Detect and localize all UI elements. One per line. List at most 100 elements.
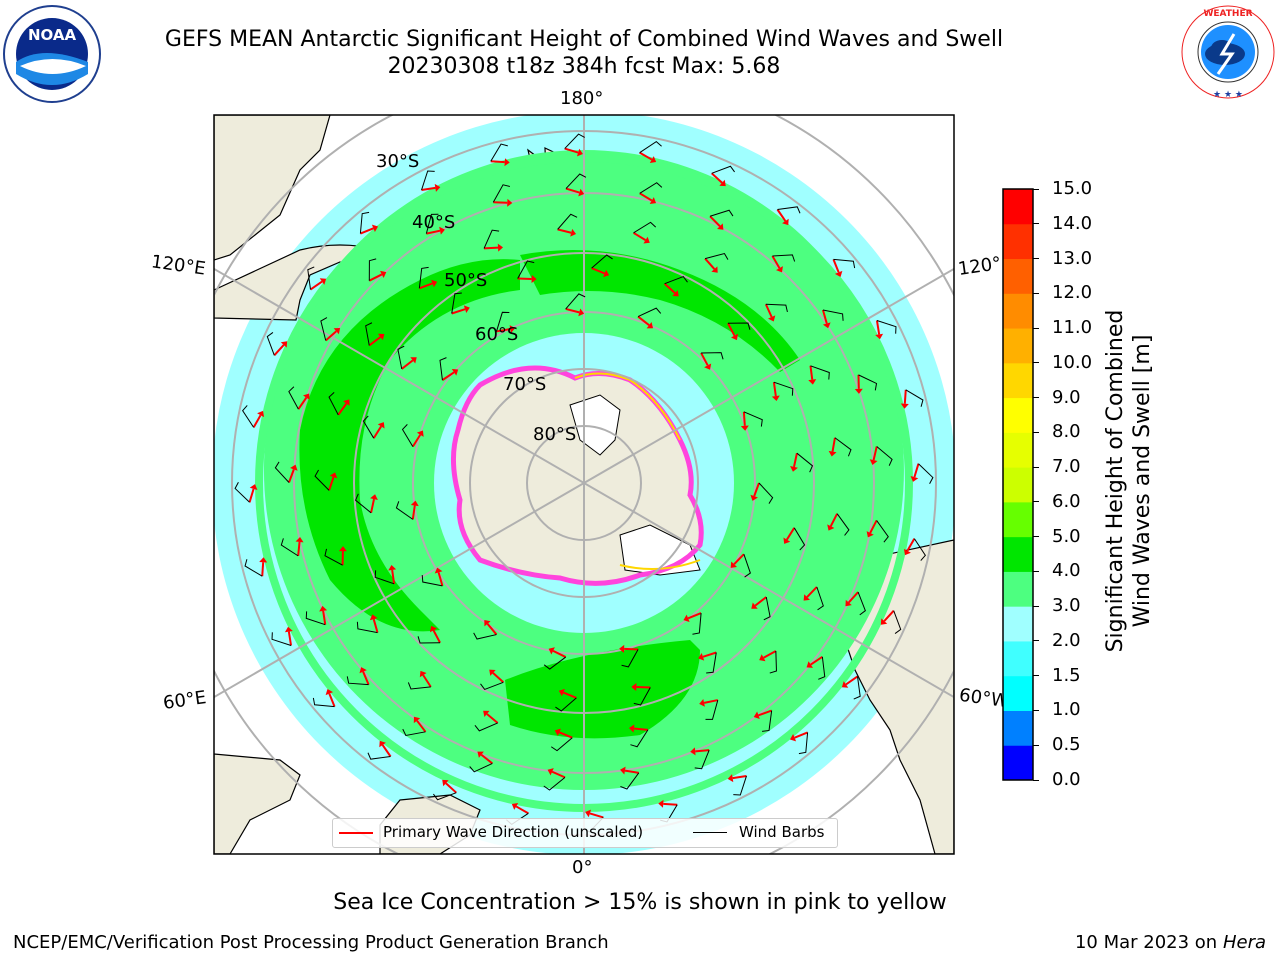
colorbar-tick-mark — [1033, 188, 1039, 190]
wave-direction-arrowhead — [451, 369, 459, 376]
wave-direction-arrowhead — [576, 148, 583, 157]
wave-direction-arrowhead — [620, 766, 626, 775]
wave-direction-arrowhead — [803, 594, 810, 601]
wave-direction-arrow — [362, 671, 370, 685]
wave-direction-arrow — [325, 330, 337, 342]
wind-barb — [816, 586, 824, 611]
wave-direction-arrow — [552, 649, 567, 658]
wind-barb — [395, 501, 414, 520]
colorbar-tick-mark — [1033, 362, 1039, 364]
wind-barb — [765, 303, 788, 313]
wave-direction-arrow — [913, 463, 920, 478]
colorbar-segment — [1003, 745, 1033, 781]
wave-direction-arrow — [636, 686, 651, 689]
wave-direction-arrow — [591, 267, 605, 275]
colorbar-tick-label: 11.0 — [1052, 317, 1093, 339]
wind-barb — [368, 258, 377, 281]
wave-direction-arrow — [633, 232, 647, 241]
wind-barb — [913, 538, 926, 561]
wave-direction-arrow — [381, 744, 392, 758]
wave-direction-arrowhead — [431, 279, 438, 288]
wave-direction-arrowhead — [834, 270, 843, 278]
wind-barb — [777, 206, 801, 214]
wave-direction-arrow — [709, 215, 721, 227]
wind-barb — [798, 732, 809, 755]
wave-direction-arrow — [411, 505, 416, 520]
wave-direction-arrowhead — [845, 599, 852, 607]
colorbar-segment — [1003, 432, 1033, 468]
wind-barb — [307, 266, 315, 290]
wave-direction-arrowhead — [603, 269, 610, 278]
wave-direction-arrow — [558, 731, 573, 739]
wave-direction-arrow — [480, 753, 493, 765]
wave-direction-arrowhead — [416, 430, 424, 437]
wave-direction-arrow — [742, 411, 746, 426]
colorbar-tick-label: 8.0 — [1052, 421, 1081, 443]
colorbar-tick-mark — [1033, 223, 1039, 225]
wave-direction-arrowhead — [822, 322, 831, 329]
wind-barb — [692, 613, 702, 635]
wave-direction-arrowhead — [711, 266, 718, 273]
wave-direction-arrowhead — [789, 733, 797, 742]
wave-direction-arrow — [776, 208, 787, 222]
wave-direction-arrowhead — [284, 626, 293, 633]
wave-direction-arrowhead — [359, 667, 367, 674]
wave-direction-arrow — [422, 674, 432, 688]
wind-barb — [305, 611, 326, 626]
wind-barb — [492, 184, 510, 203]
wave-direction-arrow — [563, 691, 577, 699]
wave-direction-arrow — [793, 452, 798, 468]
colorbar-segment — [1003, 640, 1033, 677]
wave-direction-arrow — [848, 591, 859, 604]
lat-label-80s: 80°S — [533, 424, 577, 445]
wind-barb — [743, 554, 751, 578]
wave-direction-arrow — [288, 469, 295, 483]
lon-label-180: 180° — [560, 88, 604, 109]
wave-direction-arrowhead — [776, 266, 783, 273]
wave-direction-arrowhead — [319, 278, 327, 285]
wave-direction-arrowhead — [790, 466, 798, 472]
svg-text:WEATHER: WEATHER — [1203, 9, 1252, 19]
wave-vectors — [234, 133, 934, 833]
wave-direction-arrow — [437, 572, 444, 587]
wave-direction-arrowhead — [369, 614, 378, 621]
wind-barb — [234, 482, 250, 503]
wind-barb — [762, 710, 773, 732]
wave-direction-arrowhead — [554, 728, 561, 737]
colorbar-segment — [1003, 223, 1033, 260]
wind-barb — [701, 352, 724, 360]
wave-direction-arrowhead — [489, 669, 496, 676]
wave-direction-legend-label: Primary Wave Direction (unscaled) — [383, 823, 644, 841]
wind-barb — [274, 461, 290, 483]
wind-barb — [822, 309, 844, 321]
wave-direction-arrowhead — [388, 565, 397, 571]
wave-direction-arrowhead — [442, 779, 449, 787]
wind-barb — [763, 596, 771, 621]
wave-direction-arrow — [763, 650, 777, 659]
colorbar-label-line2: Wind Waves and Swell [m] — [1130, 334, 1155, 628]
wind-barb — [853, 676, 861, 700]
wave-direction-arrow — [633, 727, 648, 731]
noaa-logo: NOAA — [3, 5, 101, 103]
wind-barb — [451, 292, 462, 314]
wave-direction-arrowhead — [699, 698, 705, 707]
wind-barb — [401, 424, 414, 447]
wave-direction-arrow — [821, 309, 828, 324]
wind-barb — [328, 392, 339, 416]
map-frame — [213, 114, 955, 855]
wind-barb — [565, 293, 586, 310]
colorbar-tick-label: 13.0 — [1052, 247, 1093, 269]
wave-direction-arrowhead — [649, 197, 657, 204]
wave-direction-arrow — [806, 586, 818, 598]
wave-direction-arrowhead — [497, 243, 504, 252]
colorbar-tick-mark — [1033, 779, 1039, 781]
wave-direction-arrowhead — [619, 644, 625, 653]
wave-direction-arrow — [287, 631, 293, 646]
wave-direction-arrowhead — [751, 602, 758, 609]
wind-barb — [557, 213, 578, 230]
wind-barb — [769, 650, 777, 674]
wind-barb — [796, 452, 814, 473]
wind-barb — [407, 682, 431, 690]
wave-direction-arrow — [401, 359, 414, 370]
colorbar-segment — [1003, 467, 1033, 503]
